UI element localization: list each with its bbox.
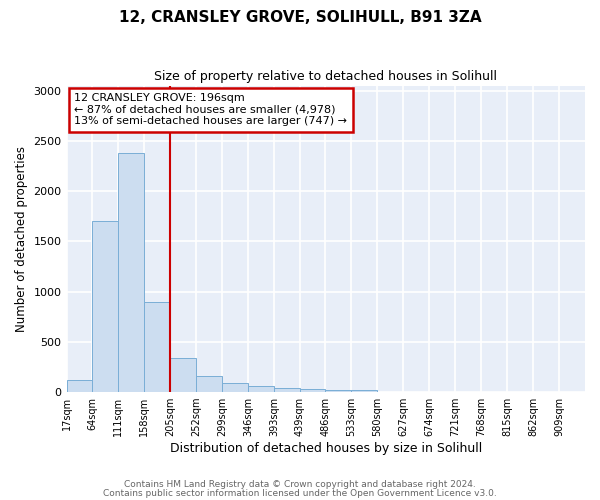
X-axis label: Distribution of detached houses by size in Solihull: Distribution of detached houses by size …: [170, 442, 482, 455]
Text: 12, CRANSLEY GROVE, SOLIHULL, B91 3ZA: 12, CRANSLEY GROVE, SOLIHULL, B91 3ZA: [119, 10, 481, 25]
Bar: [222, 383, 248, 392]
Bar: [299, 388, 325, 392]
Bar: [274, 388, 299, 392]
Bar: [352, 390, 377, 392]
Bar: [248, 386, 274, 392]
Bar: [170, 358, 196, 392]
Title: Size of property relative to detached houses in Solihull: Size of property relative to detached ho…: [154, 70, 497, 83]
Bar: [145, 302, 170, 392]
Text: 12 CRANSLEY GROVE: 196sqm
← 87% of detached houses are smaller (4,978)
13% of se: 12 CRANSLEY GROVE: 196sqm ← 87% of detac…: [74, 93, 347, 126]
Bar: [92, 221, 118, 392]
Y-axis label: Number of detached properties: Number of detached properties: [15, 146, 28, 332]
Bar: [118, 154, 145, 392]
Bar: [196, 376, 222, 392]
Text: Contains public sector information licensed under the Open Government Licence v3: Contains public sector information licen…: [103, 488, 497, 498]
Text: Contains HM Land Registry data © Crown copyright and database right 2024.: Contains HM Land Registry data © Crown c…: [124, 480, 476, 489]
Bar: [325, 390, 352, 392]
Bar: [67, 380, 92, 392]
